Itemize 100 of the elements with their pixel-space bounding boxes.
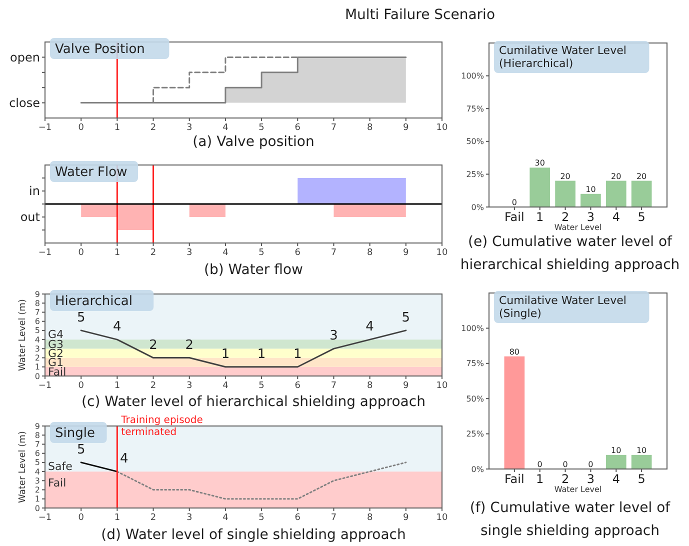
- x-tick-label: 0: [78, 513, 84, 523]
- x-tick-label: 5: [258, 123, 264, 133]
- y-tick-label: 50%: [466, 394, 484, 404]
- x-tick-label: 5: [258, 248, 264, 258]
- y-axis-title: Water Level (m): [18, 299, 28, 371]
- y-tick-label: 75%: [466, 104, 484, 114]
- y-tick-label: 75%: [466, 359, 484, 368]
- x-tick-label: 6: [294, 123, 301, 133]
- x-tick-label: 0: [78, 123, 84, 133]
- data-label: 0: [588, 460, 594, 469]
- x-tick-label: 4: [222, 381, 229, 391]
- x-tick-label: −1: [38, 123, 52, 133]
- chart-subtitle: Multi Failure Scenario: [344, 7, 496, 23]
- x-tick-label: 3: [586, 472, 595, 486]
- y-tick-label: 3: [34, 344, 40, 354]
- category-label: in: [29, 184, 40, 198]
- text: Cumilative Water Level (Hierarchical): [499, 44, 626, 70]
- data-label: 0: [537, 460, 542, 469]
- x-axis-title: Water Level: [554, 485, 602, 494]
- y-tick-label: 8: [34, 298, 40, 308]
- data-label: 5: [402, 310, 410, 326]
- bar: [530, 168, 550, 207]
- y-tick-label: 100%: [461, 324, 484, 333]
- chart-title: Single: [55, 426, 95, 441]
- x-tick-label: 7: [330, 513, 337, 523]
- data-label: 1: [257, 346, 266, 362]
- y-tick-label: 8: [34, 430, 40, 440]
- x-tick-label: 5: [638, 210, 646, 224]
- data-label: 4: [113, 320, 122, 335]
- x-tick-label: 8: [366, 248, 373, 258]
- data-label: 2: [185, 338, 194, 353]
- text: (f) Cumulative water level of single shielding approach: [470, 500, 672, 539]
- text: (e) Cumulative water level of hierarchical shielding approach: [460, 234, 680, 273]
- x-tick-label: 0: [78, 248, 84, 258]
- x-tick-label: 4: [222, 123, 229, 133]
- data-label: 30: [534, 158, 545, 168]
- y-tick-label: 7: [34, 440, 40, 450]
- line-series: [80, 330, 407, 368]
- x-tick-label: 2: [561, 472, 570, 486]
- x-tick-label: 9: [403, 513, 410, 523]
- x-tick-label: 5: [638, 472, 646, 486]
- data-label: 10: [636, 446, 647, 455]
- y-tick-label: 0: [34, 372, 40, 381]
- band-label: Safe: [48, 460, 73, 473]
- data-label: 10: [586, 184, 596, 194]
- x-tick-label: 6: [294, 381, 301, 391]
- y-tick-label: 6: [34, 317, 40, 326]
- x-tick-label: 4: [222, 513, 229, 523]
- y-tick-label: 50%: [466, 137, 484, 146]
- x-tick-label: 3: [586, 210, 595, 224]
- data-label: 1: [221, 346, 230, 362]
- x-tick-label: 2: [150, 123, 156, 133]
- x-tick-label: −1: [38, 513, 52, 523]
- x-tick-label: Fail: [504, 210, 524, 224]
- x-tick-label: 3: [186, 248, 192, 258]
- x-tick-label: −1: [38, 248, 52, 258]
- data-label: 1: [293, 346, 302, 362]
- x-tick-label: 4: [612, 210, 620, 224]
- band-label: Fail: [48, 365, 66, 378]
- x-tick-label: 2: [150, 248, 156, 258]
- data-label: 10: [611, 446, 622, 455]
- y-tick-label: 4: [34, 335, 40, 344]
- data-label: 80: [509, 347, 520, 356]
- x-tick-label: 1: [536, 472, 544, 486]
- data-label: 4: [366, 320, 374, 335]
- y-tick-label: 100%: [461, 72, 484, 81]
- y-tick-label: 0%: [471, 464, 484, 474]
- x-tick-label: 5: [258, 513, 264, 523]
- y-tick-label: 2: [34, 486, 40, 495]
- x-tick-label: 10: [436, 248, 448, 258]
- x-tick-label: 5: [258, 381, 264, 391]
- category-label: out: [20, 210, 40, 224]
- chart-title: Valve Position: [55, 42, 145, 57]
- x-tick-label: 6: [294, 248, 301, 258]
- x-tick-label: Fail: [504, 472, 524, 486]
- data-label: 2: [149, 338, 158, 353]
- x-tick-label: 1: [114, 123, 120, 133]
- bar: [631, 180, 652, 207]
- y-tick-label: 2: [34, 354, 40, 363]
- x-tick-label: 4: [222, 248, 229, 258]
- y-tick-label: 25%: [466, 430, 484, 439]
- x-tick-label: 7: [330, 123, 337, 133]
- x-tick-label: 9: [403, 381, 410, 391]
- x-tick-label: 8: [366, 381, 373, 391]
- y-tick-label: 9: [34, 422, 40, 431]
- x-tick-label: 7: [330, 381, 337, 391]
- data-label: 5: [76, 442, 86, 458]
- y-tick-label: 5: [34, 458, 40, 468]
- x-tick-label: 9: [403, 248, 410, 258]
- data-label: 20: [611, 172, 622, 181]
- x-tick-label: 3: [186, 123, 192, 133]
- x-tick-label: 2: [561, 210, 570, 224]
- y-tick-label: 6: [34, 449, 40, 458]
- y-tick-label: 0: [34, 504, 40, 513]
- x-tick-label: 10: [436, 381, 448, 391]
- y-tick-label: 5: [34, 326, 40, 336]
- x-tick-label: 8: [366, 123, 373, 133]
- data-label: 0: [562, 460, 568, 469]
- chart-title: Water Flow: [55, 165, 128, 180]
- x-tick-label: 10: [436, 123, 448, 133]
